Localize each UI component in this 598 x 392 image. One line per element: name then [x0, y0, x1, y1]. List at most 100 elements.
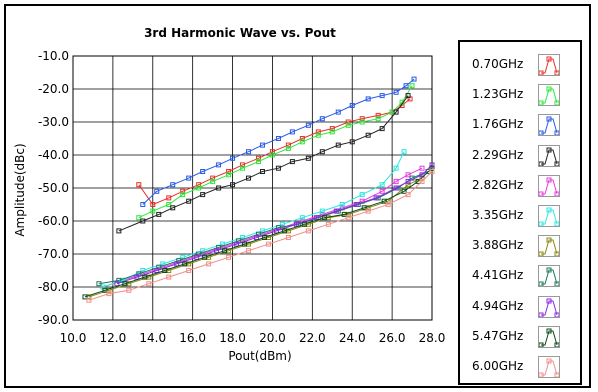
x-tick-label: 24.0: [339, 331, 366, 345]
series-line: [138, 85, 413, 219]
x-tick-label: 22.0: [299, 331, 326, 345]
data-point: [180, 192, 186, 198]
data-point: [405, 182, 411, 188]
data-point: [299, 215, 305, 221]
data-point: [359, 116, 365, 122]
data-point: [329, 126, 335, 132]
data-point: [419, 175, 425, 181]
data-point: [96, 281, 102, 287]
legend-swatch-icon: [538, 356, 560, 378]
legend-label: 6.00GHz: [472, 359, 524, 373]
legend-swatch-icon: [538, 144, 560, 167]
data-point: [409, 83, 415, 89]
data-point: [305, 228, 311, 234]
legend-entry: 2.29GHz: [460, 141, 580, 171]
data-point: [150, 208, 156, 214]
x-tick-label: 20.0: [259, 331, 286, 345]
legend-swatch-icon: [538, 114, 560, 137]
data-point: [255, 159, 261, 165]
data-point: [196, 182, 202, 188]
legend-label: 0.70GHz: [472, 57, 524, 71]
data-point: [275, 136, 281, 141]
y-tick-label: -10.0: [38, 49, 69, 63]
data-point: [293, 221, 299, 227]
legend-label: 3.35GHz: [472, 208, 524, 222]
data-point: [313, 215, 319, 221]
data-point: [335, 142, 341, 148]
legend-swatch-icon: [538, 325, 560, 348]
data-point: [361, 205, 367, 211]
data-point: [226, 254, 232, 260]
legend-entry: 1.23GHz: [460, 80, 580, 110]
data-point: [305, 155, 311, 161]
data-point: [411, 76, 417, 82]
data-point: [146, 281, 152, 287]
data-point: [273, 228, 279, 234]
data-point: [365, 208, 371, 214]
data-point: [341, 211, 347, 217]
data-point: [269, 152, 275, 158]
data-point: [180, 188, 186, 194]
data-point: [166, 195, 172, 201]
data-point: [319, 208, 325, 214]
data-point: [339, 202, 345, 207]
data-point: [216, 162, 222, 168]
data-point: [182, 261, 188, 267]
data-point: [353, 202, 359, 207]
legend-entry: 0.70GHz: [460, 50, 580, 80]
legend-swatch-icon: [538, 235, 560, 258]
data-point: [202, 254, 208, 260]
series-6.00GHz: [86, 169, 435, 303]
data-point: [255, 155, 261, 161]
legend-label: 3.88GHz: [472, 238, 524, 253]
data-point: [401, 149, 407, 155]
legend-swatch-icon: [538, 174, 560, 197]
legend-label: 2.82GHz: [472, 177, 524, 192]
data-point: [385, 202, 391, 207]
data-point: [345, 122, 351, 128]
legend-entry: 5.47GHz: [460, 322, 580, 352]
data-point: [246, 248, 252, 254]
data-point: [393, 185, 399, 191]
data-point: [186, 198, 192, 204]
y-tick-label: -60.0: [38, 214, 69, 228]
data-point: [154, 188, 160, 194]
legend-label: 4.41GHz: [472, 268, 524, 283]
data-point: [305, 122, 311, 128]
data-point: [365, 132, 371, 138]
x-tick-label: 12.0: [100, 331, 127, 345]
data-point: [349, 139, 355, 145]
data-point: [321, 215, 327, 221]
data-point: [166, 202, 172, 207]
data-point: [379, 188, 385, 194]
data-point: [216, 185, 222, 191]
data-point: [259, 142, 265, 148]
data-point: [253, 235, 259, 240]
data-point: [365, 96, 371, 102]
data-point: [373, 195, 379, 201]
data-point: [381, 198, 387, 204]
data-point: [82, 294, 88, 300]
series-0.70GHz: [136, 96, 413, 207]
series-4.94GHz: [114, 162, 435, 287]
data-point: [403, 83, 409, 89]
data-point: [230, 155, 236, 161]
data-point: [116, 228, 122, 234]
data-point: [333, 208, 339, 214]
data-point: [102, 287, 108, 293]
legend-swatch-icon: [538, 205, 560, 227]
data-point: [299, 139, 305, 145]
series-line: [84, 167, 433, 298]
data-point: [200, 169, 206, 174]
legend-label: 1.76GHz: [472, 117, 524, 132]
data-point: [122, 281, 128, 287]
data-point: [86, 297, 92, 303]
data-point: [246, 149, 252, 155]
data-point: [301, 221, 307, 227]
data-point: [279, 221, 285, 227]
data-point: [114, 281, 120, 287]
data-point: [329, 129, 335, 135]
data-point: [214, 248, 220, 254]
data-point: [349, 103, 355, 108]
